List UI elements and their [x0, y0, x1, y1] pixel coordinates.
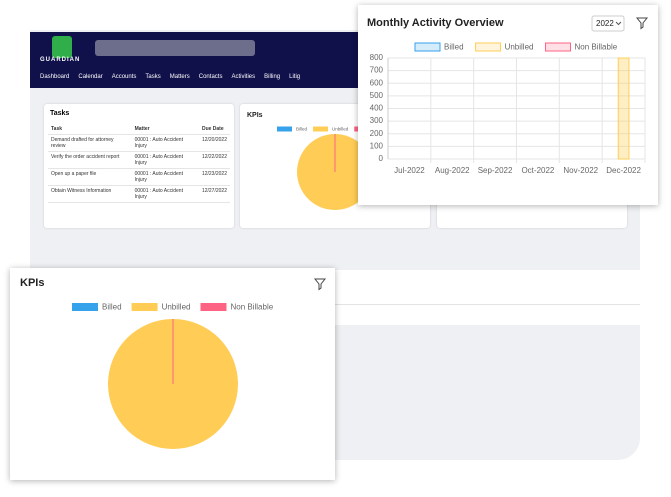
x-tick-label: Nov-2022	[563, 166, 598, 175]
table-cell: 00001 : Auto Accident Injury	[131, 168, 199, 186]
chart-title: KPIs	[247, 112, 263, 119]
legend-label: Non Billable	[230, 303, 273, 312]
table-row[interactable]: Demand drafted for attorney review 00001 …	[48, 134, 230, 152]
table-cell: Demand drafted for attorney review	[48, 134, 132, 152]
legend-swatch	[475, 42, 502, 52]
legend-swatch	[544, 42, 571, 52]
nav-item[interactable]: Contacts	[198, 74, 223, 80]
tasks-table: Task Matter Due Date Demand drafted for att…	[48, 124, 230, 203]
year-select[interactable]	[591, 15, 625, 32]
x-tick-label: Aug-2022	[435, 166, 470, 175]
divider	[335, 304, 640, 305]
tasks-panel: Tasks Task Matter Due Date Demand drafted f…	[44, 104, 234, 228]
legend-label: Billed	[296, 127, 308, 132]
x-tick-label: Jul-2022	[394, 166, 425, 175]
column-header: Due Date	[198, 124, 230, 135]
y-tick-label: 0	[379, 154, 384, 163]
table-cell: 12/22/2022	[198, 151, 230, 169]
bar	[617, 57, 630, 160]
legend-swatch	[131, 303, 158, 311]
y-tick-label: 100	[370, 141, 384, 150]
y-tick-label: 200	[370, 129, 384, 138]
nav-item[interactable]: Activities	[231, 74, 256, 80]
table-row[interactable]: Obtain Witness Information 00001 : Auto A…	[48, 185, 230, 203]
y-tick-label: 800	[370, 53, 384, 62]
table-header: Task Matter Due Date	[48, 124, 230, 135]
chart-title: KPIs	[20, 277, 44, 289]
nav-item[interactable]: Calendar	[78, 74, 103, 80]
filter-icon[interactable]	[313, 278, 327, 291]
table-row[interactable]: Open up a paper file 00001 : Auto Acciden…	[48, 168, 230, 186]
logo-text: GUARDIAN	[40, 57, 81, 63]
legend-label: Unbilled	[162, 303, 191, 312]
filter-icon[interactable]	[635, 17, 649, 30]
year-select-value: 2022	[596, 19, 614, 28]
column-header: Matter	[131, 124, 199, 135]
monthly-chart: Monthly Activity Overview 2022 Billed Unbil…	[367, 15, 649, 175]
legend-label: Billed	[102, 303, 122, 312]
logo-icon	[52, 36, 72, 58]
table-row[interactable]: Verify the order accident report 00001 : …	[48, 151, 230, 169]
y-tick-label: 600	[370, 78, 384, 87]
column-header: Task	[48, 124, 132, 135]
chart-title: Monthly Activity Overview	[367, 17, 504, 29]
table-cell: 00001 : Auto Accident Injury	[131, 134, 199, 152]
nav-item[interactable]: Dashboard	[40, 74, 70, 80]
table-cell: Verify the order accident report	[48, 151, 132, 169]
legend-swatch	[313, 126, 329, 132]
x-tick-label: Dec-2022	[606, 166, 641, 175]
table-cell: 12/27/2022	[198, 185, 230, 203]
y-tick-label: 400	[370, 104, 384, 113]
kpis-chart: KPIs Billed Unbilled Non Billable	[20, 277, 327, 449]
table-cell: 00001 : Auto Accident Injury	[131, 185, 199, 203]
nav-item[interactable]: Litig	[289, 74, 301, 80]
table-cell: 00001 : Auto Accident Injury	[131, 151, 199, 169]
table-cell: Open up a paper file	[48, 168, 132, 186]
content-bg	[335, 325, 640, 460]
y-tick-label: 300	[370, 116, 384, 125]
y-tick-label: 500	[370, 91, 384, 100]
legend-swatch	[414, 42, 441, 52]
nav-item[interactable]: Matters	[169, 74, 190, 80]
panel-title: Tasks	[50, 110, 70, 117]
legend-label: Billed	[444, 43, 464, 52]
legend-swatch	[72, 303, 98, 311]
legend-swatch	[277, 126, 292, 132]
x-tick-label: Sep-2022	[478, 166, 513, 175]
x-tick-label: Oct-2022	[521, 166, 554, 175]
nav-item[interactable]: Accounts	[111, 74, 137, 80]
nav-item[interactable]: Billing	[264, 74, 281, 80]
table-cell: Obtain Witness Information	[48, 185, 132, 203]
select-caret	[615, 21, 622, 26]
legend-label: Non Billable	[574, 43, 617, 52]
y-tick-label: 700	[370, 66, 384, 75]
search-bar[interactable]	[95, 40, 255, 56]
kpis-popup: KPIs Billed Unbilled Non Billable	[10, 268, 335, 480]
table-cell: 12/23/2022	[198, 168, 230, 186]
nav-item[interactable]: Tasks	[145, 74, 161, 80]
nav-bar: Dashboard Calendar Accounts Tasks Matters Con…	[40, 74, 309, 80]
table-cell: 12/20/2022	[198, 134, 230, 152]
legend-swatch	[200, 303, 227, 311]
monthly-popup: Monthly Activity Overview 2022 Billed Unbil…	[358, 5, 658, 205]
legend-label: Unbilled	[332, 127, 349, 132]
legend-label: Unbilled	[505, 43, 534, 52]
